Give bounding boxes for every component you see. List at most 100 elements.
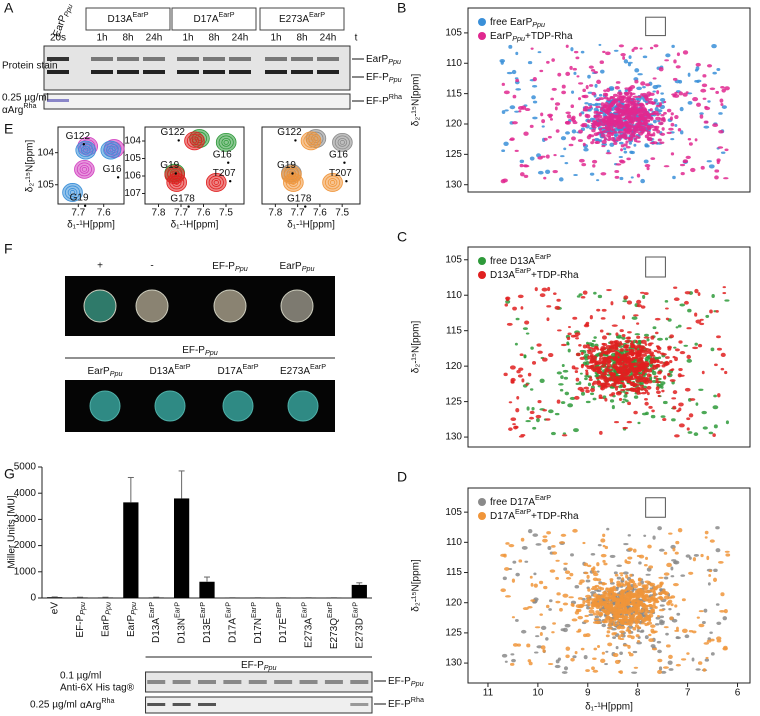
- band: [143, 57, 165, 61]
- x-tick-label: D17NEarP: [249, 602, 264, 644]
- peak: [637, 555, 642, 557]
- peak: [681, 172, 685, 175]
- label-part: Rha: [23, 101, 36, 110]
- peak: [579, 381, 582, 385]
- peak: [645, 348, 650, 352]
- peak: [643, 56, 648, 59]
- peak: [623, 107, 628, 111]
- peak: [606, 377, 610, 381]
- peak: [675, 348, 680, 351]
- y-tick-label: 130: [445, 658, 462, 669]
- peak: [634, 68, 639, 72]
- peak: [518, 295, 524, 299]
- peak: [578, 82, 583, 84]
- peak: [570, 104, 574, 108]
- peak: [599, 353, 603, 357]
- peak: [555, 306, 561, 310]
- peak: [602, 360, 606, 364]
- peak: [693, 557, 696, 561]
- peak: [696, 66, 700, 70]
- peak: [659, 361, 664, 364]
- peak: [534, 584, 538, 588]
- peak: [627, 331, 632, 333]
- label: 24h: [146, 33, 163, 44]
- peak: [599, 357, 602, 361]
- x-tick-label: 7.6: [313, 208, 327, 219]
- peak: [612, 405, 615, 409]
- peak: [637, 117, 642, 120]
- peak: [614, 125, 617, 128]
- peak: [696, 103, 701, 107]
- peak: [615, 365, 618, 367]
- peak: [646, 591, 651, 594]
- peak: [586, 401, 591, 403]
- peak: [592, 124, 596, 128]
- colony: [136, 290, 168, 322]
- colony: [84, 290, 116, 322]
- peak: [509, 401, 512, 403]
- peak: [592, 658, 597, 660]
- peak: [654, 598, 658, 602]
- peak: [602, 356, 606, 360]
- label-part: EF-P: [241, 660, 264, 671]
- peak: [723, 286, 726, 288]
- peak: [616, 615, 620, 618]
- peak: [705, 536, 708, 538]
- band: [198, 703, 216, 706]
- peak: [601, 117, 606, 120]
- y-tick-label: 110: [446, 58, 462, 69]
- y-tick-label: 110: [446, 537, 462, 548]
- peak: [533, 573, 536, 576]
- peak: [702, 83, 707, 87]
- peak: [653, 77, 657, 79]
- peak: [633, 106, 637, 109]
- peak: [615, 176, 620, 179]
- peak: [539, 581, 543, 584]
- peak: [716, 548, 721, 552]
- peak: [591, 601, 596, 605]
- peak: [694, 432, 699, 436]
- peak: [650, 336, 654, 340]
- peak: [624, 589, 627, 592]
- peak: [678, 402, 684, 406]
- peak: [562, 85, 566, 89]
- peak: [653, 326, 657, 329]
- peak: [621, 614, 624, 618]
- peak: [647, 131, 651, 134]
- peak: [713, 395, 717, 398]
- panel-label: B: [397, 0, 406, 16]
- peak: [644, 612, 648, 616]
- peak: [513, 643, 518, 647]
- peak: [562, 434, 568, 436]
- peak: [524, 165, 529, 168]
- peak-label: T207: [213, 168, 236, 179]
- peak: [541, 119, 545, 123]
- peak: [538, 51, 542, 53]
- peak: [674, 115, 678, 119]
- peak: [527, 606, 532, 608]
- peak: [525, 420, 531, 422]
- band: [229, 57, 251, 61]
- peak: [617, 95, 622, 97]
- label-part: Ppu: [264, 663, 277, 672]
- peak: [516, 318, 520, 321]
- peak: [634, 395, 638, 398]
- peak: [624, 365, 628, 368]
- peak: [527, 406, 530, 410]
- peak: [500, 588, 506, 592]
- peak: [686, 91, 689, 93]
- peak: [565, 570, 570, 574]
- peak: [591, 69, 595, 72]
- peak: [632, 133, 635, 136]
- peak: [528, 373, 531, 377]
- peak: [650, 157, 655, 160]
- peak: [595, 621, 601, 624]
- peak: [631, 671, 637, 673]
- peak: [645, 343, 648, 346]
- peak: [536, 343, 541, 346]
- peak: [650, 353, 654, 356]
- peak: [512, 561, 516, 564]
- peak: [619, 341, 622, 345]
- x-tick-label: E273DEarP: [350, 602, 365, 649]
- peak: [583, 634, 587, 638]
